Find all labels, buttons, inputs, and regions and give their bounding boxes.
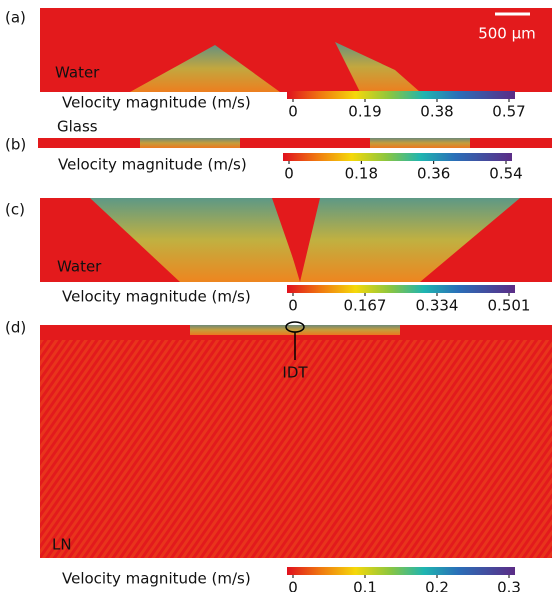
- wave-pattern: [370, 138, 470, 148]
- medium-label: LN: [52, 536, 72, 554]
- colorbar-title: Velocity magnitude (m/s): [62, 570, 251, 588]
- colorbar-tick-label: 0.38: [420, 103, 453, 121]
- panel-label: (d): [5, 319, 26, 337]
- colorbar-tick-label: 0.3: [497, 579, 521, 592]
- colorbar-tick-label: 0: [288, 579, 298, 592]
- field-b: [38, 138, 552, 148]
- wave-pattern: [272, 198, 318, 270]
- colorbar: [287, 567, 515, 575]
- colorbar-tick-label: 0.334: [416, 297, 459, 315]
- colorbar-tick-label: 0.167: [344, 297, 387, 315]
- colorbar-tick-label: 0: [284, 165, 294, 183]
- wave-pattern: [130, 45, 280, 92]
- colorbar: [287, 285, 515, 293]
- colorbar-tick-label: 0.19: [348, 103, 381, 121]
- colorbar-tick-label: 0.18: [345, 165, 378, 183]
- colorbar-title: Velocity magnitude (m/s): [58, 156, 247, 174]
- panel-label: (c): [5, 201, 25, 219]
- colorbar-tick-label: 0.501: [488, 297, 531, 315]
- scale-label: 500 µm: [478, 25, 536, 43]
- wave-pattern: [40, 340, 552, 558]
- field-a: [40, 8, 552, 92]
- colorbar-tick-label: 0.36: [417, 165, 450, 183]
- colorbar-title: Velocity magnitude (m/s): [62, 288, 251, 306]
- colorbar-tick-label: 0.2: [425, 579, 449, 592]
- idt-field: [190, 325, 400, 335]
- annotation: IDT: [282, 364, 308, 382]
- wave-pattern: [335, 42, 420, 92]
- panel-label: (a): [5, 9, 26, 27]
- colorbar-tick-label: 0: [288, 103, 298, 121]
- panel-label: (b): [5, 136, 26, 154]
- medium-label: Glass: [57, 118, 98, 136]
- colorbar-tick-label: 0.54: [489, 165, 522, 183]
- wave-pattern: [90, 198, 300, 282]
- wave-pattern: [140, 138, 240, 148]
- medium-label: Water: [57, 258, 102, 276]
- wave-pattern: [300, 198, 520, 282]
- colorbar-tick-label: 0.57: [492, 103, 525, 121]
- colorbar: [283, 153, 512, 161]
- colorbar-tick-label: 0: [288, 297, 298, 315]
- colorbar-title: Velocity magnitude (m/s): [62, 94, 251, 112]
- medium-label: Water: [55, 64, 100, 82]
- colorbar-tick-label: 0.1: [353, 579, 377, 592]
- colorbar: [287, 91, 515, 99]
